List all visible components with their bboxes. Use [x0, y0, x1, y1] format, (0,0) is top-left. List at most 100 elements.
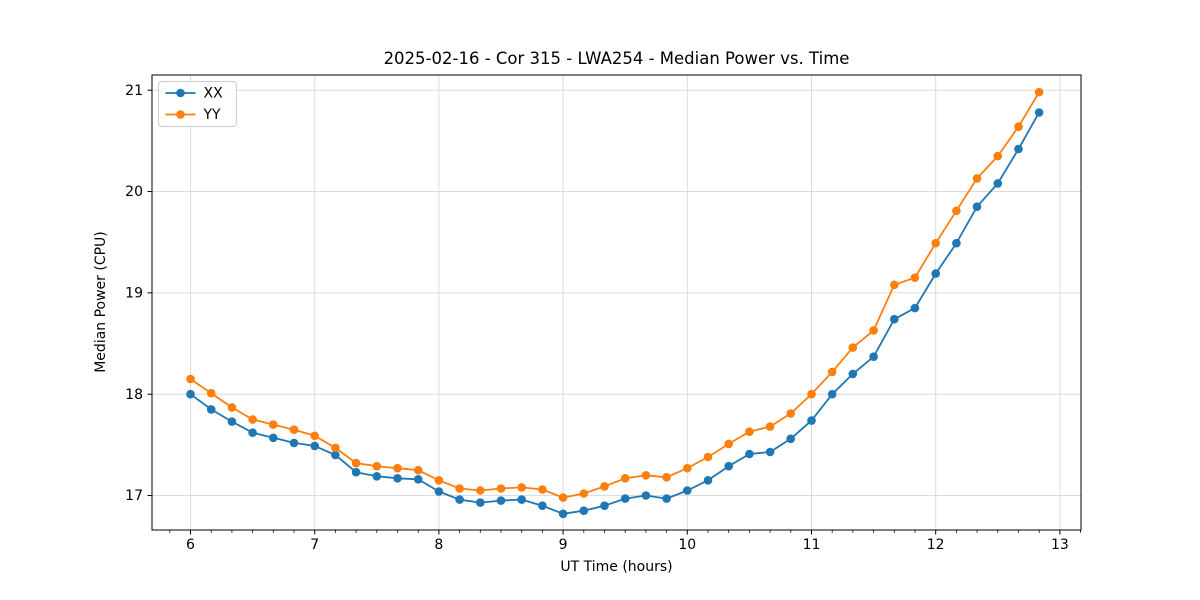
marker-XX [683, 486, 692, 495]
marker-XX [476, 498, 485, 507]
marker-XX [206, 405, 216, 414]
marker-YY [620, 474, 630, 483]
marker-YY [827, 367, 837, 377]
x-tick-label: 8 [434, 537, 443, 553]
marker-YY [434, 476, 444, 485]
marker-YY [331, 443, 340, 453]
marker-XX [310, 441, 320, 451]
marker-YY [952, 206, 961, 216]
marker-XX [890, 314, 899, 324]
legend-marker-XX [176, 88, 185, 98]
marker-YY [206, 388, 216, 398]
marker-YY [517, 483, 526, 492]
marker-YY [455, 484, 464, 493]
marker-XX [579, 506, 589, 515]
marker-YY [289, 425, 299, 435]
marker-YY [869, 326, 878, 335]
marker-XX [993, 179, 1003, 188]
marker-XX [1034, 108, 1044, 117]
marker-XX [807, 416, 816, 425]
marker-XX [641, 491, 651, 500]
marker-YY [227, 403, 237, 412]
x-tick-label: 7 [310, 537, 319, 553]
marker-YY [413, 465, 423, 475]
marker-XX [331, 450, 340, 460]
marker-XX [931, 269, 940, 278]
marker-XX [745, 449, 754, 459]
marker-YY [1034, 87, 1044, 97]
x-tick-label: 9 [559, 537, 568, 553]
marker-YY [372, 461, 382, 471]
marker-YY [538, 485, 547, 494]
x-tick-label: 10 [678, 537, 696, 553]
x-tick-label: 6 [186, 537, 195, 553]
marker-XX [869, 352, 878, 362]
marker-XX [558, 509, 568, 519]
marker-XX [848, 369, 858, 379]
axes-border [151, 74, 1082, 531]
y-tick-label: 21 [125, 83, 143, 99]
marker-YY [662, 473, 671, 482]
marker-XX [724, 461, 733, 471]
marker-XX [496, 496, 506, 505]
marker-XX [351, 467, 361, 477]
marker-XX [972, 202, 982, 211]
x-tick-label: 11 [803, 537, 821, 553]
legend-box [158, 81, 237, 127]
marker-YY [724, 439, 733, 449]
marker-XX [289, 438, 299, 448]
marker-YY [393, 463, 402, 473]
marker-XX [662, 494, 671, 503]
marker-YY [993, 151, 1003, 161]
legend-marker-YY [176, 110, 185, 119]
marker-YY [579, 489, 589, 498]
y-axis-label-text: Median Power (CPU) [93, 231, 109, 373]
marker-YY [496, 484, 506, 493]
marker-XX [703, 476, 713, 485]
marker-YY [890, 280, 899, 290]
marker-XX [765, 447, 775, 457]
marker-YY [807, 389, 816, 399]
x-tick-label: 12 [927, 537, 945, 553]
marker-YY [931, 238, 940, 248]
legend-label-YY: YY [203, 107, 222, 123]
marker-YY [269, 420, 278, 429]
marker-YY [683, 463, 692, 473]
chart-title: 2025-02-16 - Cor 315 - LWA254 - Median P… [383, 49, 850, 68]
y-tick-label: 20 [125, 184, 143, 200]
marker-YY [310, 431, 320, 441]
marker-YY [186, 374, 195, 384]
marker-XX [372, 472, 382, 481]
marker-YY [248, 415, 257, 424]
marker-XX [620, 494, 630, 503]
marker-YY [476, 486, 485, 495]
marker-XX [227, 417, 237, 426]
x-tick-label: 13 [1051, 537, 1069, 553]
marker-YY [765, 422, 775, 431]
marker-XX [434, 487, 444, 496]
series-line-XX [189, 111, 1040, 515]
marker-XX [910, 303, 920, 313]
marker-YY [972, 174, 982, 183]
marker-XX [517, 495, 526, 504]
marker-XX [393, 474, 402, 483]
marker-YY [1014, 122, 1023, 131]
marker-YY [351, 458, 361, 468]
marker-XX [248, 428, 257, 438]
marker-XX [413, 475, 423, 484]
marker-XX [186, 389, 195, 399]
marker-XX [827, 389, 837, 399]
y-tick-label: 19 [125, 285, 143, 301]
marker-XX [455, 495, 464, 504]
marker-YY [703, 452, 713, 462]
marker-XX [538, 501, 547, 511]
marker-YY [558, 493, 568, 502]
marker-YY [848, 343, 858, 352]
y-tick-label: 17 [125, 488, 143, 504]
marker-YY [910, 273, 920, 283]
marker-YY [600, 482, 609, 491]
marker-XX [1014, 144, 1023, 154]
marker-XX [786, 434, 795, 444]
